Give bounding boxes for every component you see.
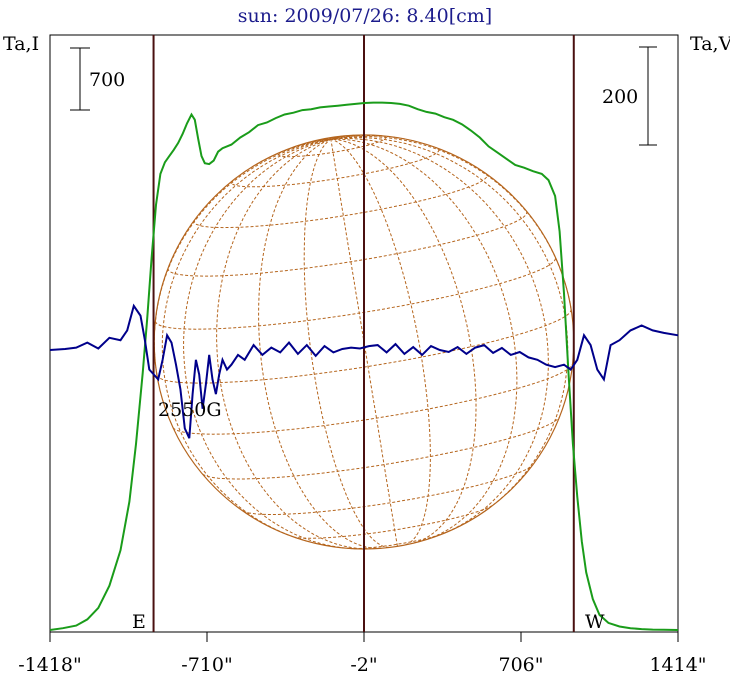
latitude-line xyxy=(203,417,560,479)
chart-title: sun: 2009/07/26: 8.40[cm] xyxy=(238,5,492,27)
longitude-line xyxy=(217,139,367,549)
x-tick-label: 706" xyxy=(498,654,543,676)
longitude-line xyxy=(259,139,382,548)
limb-markers xyxy=(154,35,574,632)
longitude-line xyxy=(162,139,330,540)
longitude-line xyxy=(331,139,476,543)
longitude-line xyxy=(304,139,389,547)
scale-bar-left: 700 xyxy=(70,48,125,110)
right-axis-label: Ta,V xyxy=(690,33,730,55)
x-tick-label: -710" xyxy=(181,654,232,676)
longitude-line xyxy=(331,139,517,539)
latitude-line xyxy=(155,258,555,330)
scale-bar-left-label: 700 xyxy=(89,69,125,91)
field-annotation: 2550G xyxy=(158,399,222,421)
limb-label-east: E xyxy=(132,611,146,633)
x-tick-label: -2" xyxy=(350,654,377,676)
x-tick-label: 1414" xyxy=(649,654,706,676)
limb-label-west: W xyxy=(585,611,605,633)
longitude-line xyxy=(184,139,351,548)
left-axis-label: Ta,I xyxy=(3,33,39,55)
x-axis-ticks: -1418" -710" -2" 706" 1414" xyxy=(18,632,706,676)
latitude-line xyxy=(232,148,439,187)
x-tick-label: -1418" xyxy=(18,654,82,676)
scale-bar-right-label: 200 xyxy=(602,86,638,108)
latitude-line xyxy=(293,505,493,538)
scale-bar-right: 200 xyxy=(602,47,657,145)
longitude-line xyxy=(331,139,431,545)
longitude-line xyxy=(154,139,330,375)
